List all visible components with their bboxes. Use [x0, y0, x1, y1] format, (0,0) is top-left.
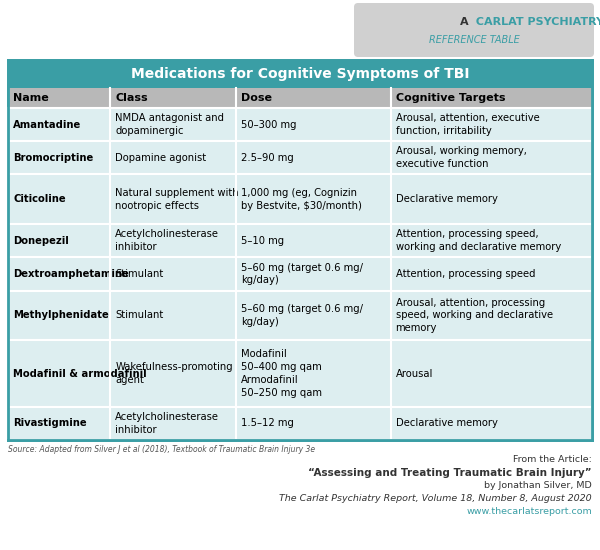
- Bar: [8, 257, 592, 290]
- Text: Name: Name: [13, 93, 49, 103]
- Text: Attention, processing speed: Attention, processing speed: [395, 269, 535, 279]
- Text: Arousal: Arousal: [395, 368, 433, 378]
- Text: REFERENCE TABLE: REFERENCE TABLE: [428, 35, 520, 45]
- Text: Dextroamphetamine: Dextroamphetamine: [13, 269, 129, 279]
- Bar: [8, 60, 592, 440]
- Text: Acetylcholinesterase
inhibitor: Acetylcholinesterase inhibitor: [115, 412, 219, 435]
- Text: Natural supplement with
nootropic effects: Natural supplement with nootropic effect…: [115, 188, 239, 211]
- Text: Modafinil & armodafinil: Modafinil & armodafinil: [13, 368, 146, 378]
- Text: 1,000 mg (eg, Cognizin
by Bestvite, $30/month): 1,000 mg (eg, Cognizin by Bestvite, $30/…: [241, 188, 362, 211]
- Text: Arousal, attention, executive
function, irritability: Arousal, attention, executive function, …: [395, 113, 539, 136]
- Text: Modafinil
50–400 mg qam
Armodafinil
50–250 mg qam: Modafinil 50–400 mg qam Armodafinil 50–2…: [241, 349, 322, 398]
- Text: Arousal, working memory,
executive function: Arousal, working memory, executive funct…: [395, 146, 526, 169]
- Text: Citicoline: Citicoline: [13, 194, 65, 204]
- Text: Methylphenidate: Methylphenidate: [13, 311, 109, 321]
- Bar: [8, 290, 592, 340]
- Text: The Carlat Psychiatry Report, Volume 18, Number 8, August 2020: The Carlat Psychiatry Report, Volume 18,…: [280, 494, 592, 503]
- Text: Bromocriptine: Bromocriptine: [13, 153, 93, 163]
- Text: Class: Class: [115, 93, 148, 103]
- Text: 2.5–90 mg: 2.5–90 mg: [241, 153, 293, 163]
- Bar: [8, 340, 592, 407]
- Text: 50–300 mg: 50–300 mg: [241, 119, 296, 130]
- Text: Medications for Cognitive Symptoms of TBI: Medications for Cognitive Symptoms of TB…: [131, 67, 469, 81]
- Text: Stimulant: Stimulant: [115, 269, 163, 279]
- Text: NMDA antagonist and
dopaminergic: NMDA antagonist and dopaminergic: [115, 113, 224, 136]
- Text: Rivastigmine: Rivastigmine: [13, 419, 86, 428]
- Text: Arousal, attention, processing
speed, working and declarative
memory: Arousal, attention, processing speed, wo…: [395, 298, 553, 333]
- Text: Declarative memory: Declarative memory: [395, 194, 497, 204]
- Text: 1.5–12 mg: 1.5–12 mg: [241, 419, 293, 428]
- Text: by Jonathan Silver, MD: by Jonathan Silver, MD: [484, 481, 592, 490]
- Bar: [8, 88, 592, 108]
- Text: Cognitive Targets: Cognitive Targets: [395, 93, 505, 103]
- Bar: [8, 60, 592, 88]
- Text: Attention, processing speed,
working and declarative memory: Attention, processing speed, working and…: [395, 229, 561, 252]
- Text: www.thecarlatsreport.com: www.thecarlatsreport.com: [466, 507, 592, 516]
- Text: A: A: [460, 17, 472, 27]
- Text: CARLAT PSYCHIATRY: CARLAT PSYCHIATRY: [472, 17, 600, 27]
- Bar: [8, 224, 592, 257]
- Text: Wakefulness-promoting
agent: Wakefulness-promoting agent: [115, 362, 233, 385]
- Text: Acetylcholinesterase
inhibitor: Acetylcholinesterase inhibitor: [115, 229, 219, 252]
- Bar: [8, 174, 592, 224]
- Text: Amantadine: Amantadine: [13, 119, 81, 130]
- Text: 5–60 mg (target 0.6 mg/
kg/day): 5–60 mg (target 0.6 mg/ kg/day): [241, 304, 363, 327]
- Text: “Assessing and Treating Traumatic Brain Injury”: “Assessing and Treating Traumatic Brain …: [308, 468, 592, 478]
- Text: Donepezil: Donepezil: [13, 236, 69, 246]
- Text: From the Article:: From the Article:: [513, 455, 592, 464]
- Text: Declarative memory: Declarative memory: [395, 419, 497, 428]
- Bar: [8, 141, 592, 174]
- Text: Dopamine agonist: Dopamine agonist: [115, 153, 206, 163]
- FancyBboxPatch shape: [354, 3, 594, 57]
- Text: Stimulant: Stimulant: [115, 311, 163, 321]
- Text: Dose: Dose: [241, 93, 272, 103]
- Text: Source: Adapted from Silver J et al (2018), Textbook of Traumatic Brain Injury 3: Source: Adapted from Silver J et al (201…: [8, 445, 315, 454]
- Bar: [8, 407, 592, 440]
- Text: 5–60 mg (target 0.6 mg/
kg/day): 5–60 mg (target 0.6 mg/ kg/day): [241, 262, 363, 285]
- Bar: [8, 108, 592, 141]
- Text: 5–10 mg: 5–10 mg: [241, 236, 284, 246]
